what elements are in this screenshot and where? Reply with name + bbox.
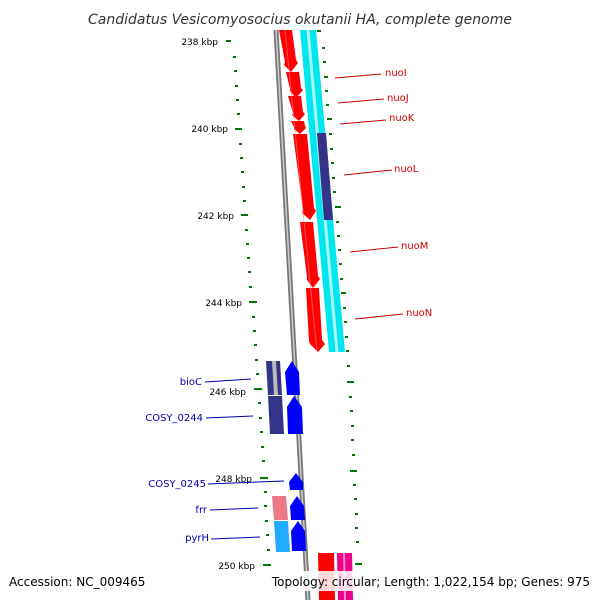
gene-arrow-nuoI — [286, 72, 303, 98]
gene-label-COSY_0244: COSY_0244 — [145, 413, 203, 424]
gene-label-nuoJ: nuoJ — [387, 93, 409, 104]
gene-arrow-nuoJ — [288, 96, 305, 121]
gene-arrow-nuoL — [293, 134, 316, 220]
gene-arrow-pyrH — [291, 521, 306, 551]
gene-label-COSY_0245: COSY_0245 — [148, 479, 206, 490]
tick-label: 250 kbp — [218, 562, 255, 572]
gene-label-nuoK: nuoK — [389, 113, 415, 124]
gene-arrow-frr — [290, 496, 305, 520]
tick-label: 242 kbp — [197, 212, 234, 222]
gc-skew-track-left — [226, 40, 271, 566]
gene-label-pyrH: pyrH — [185, 533, 209, 544]
topology-text: Topology: circular; Length: 1,022,154 bp… — [271, 575, 590, 589]
cds-track-forward — [279, 29, 325, 353]
gene-label-nuoM: nuoM — [401, 241, 428, 252]
gene-arrow-nuoK — [291, 121, 306, 134]
gene-arrow-pyrH-feature — [274, 521, 290, 552]
gene-labels: nuoI nuoJ nuoK nuoL nuoM nuoN bioC COSY_… — [145, 68, 432, 544]
gene-arrow-bioC — [285, 361, 300, 395]
map-title: Candidatus Vesicomyosocius okutanii HA, … — [88, 12, 512, 28]
tick-label: 246 kbp — [209, 388, 246, 398]
tick-label: 240 kbp — [191, 125, 228, 135]
tick-label: 248 kbp — [215, 475, 252, 485]
gene-label-frr: frr — [195, 505, 207, 516]
gene-arrow-nuoM — [300, 222, 320, 288]
feature-track-forward — [300, 29, 345, 353]
gene-label-nuoI: nuoI — [385, 68, 407, 79]
gene-label-nuoN: nuoN — [406, 308, 432, 319]
gene-label-bioC: bioC — [180, 377, 202, 388]
gene-arrow-nuoH — [279, 30, 298, 72]
gene-arrow-COSY_0244-feature — [268, 396, 284, 434]
gene-arrow-nuoN — [306, 288, 325, 352]
gene-arrow-COSY_0245 — [289, 473, 303, 490]
accession-text: Accession: NC_009465 — [9, 575, 145, 589]
tick-label: 244 kbp — [205, 299, 242, 309]
kbp-ruler: 238 kbp 240 kbp 242 kbp 244 kbp 246 kbp … — [181, 38, 255, 572]
cds-track-reverse — [266, 361, 306, 552]
gene-arrow-bioC-hl — [272, 361, 278, 395]
gc-skew-track-right — [317, 30, 362, 565]
callout-lines — [204, 73, 404, 540]
gene-arrow-COSY_0244 — [287, 396, 303, 434]
gene-label-nuoL: nuoL — [394, 164, 419, 175]
gene-arrow-frr-feature — [272, 496, 288, 520]
feature-bar — [317, 133, 333, 220]
tick-label: 238 kbp — [181, 38, 218, 48]
